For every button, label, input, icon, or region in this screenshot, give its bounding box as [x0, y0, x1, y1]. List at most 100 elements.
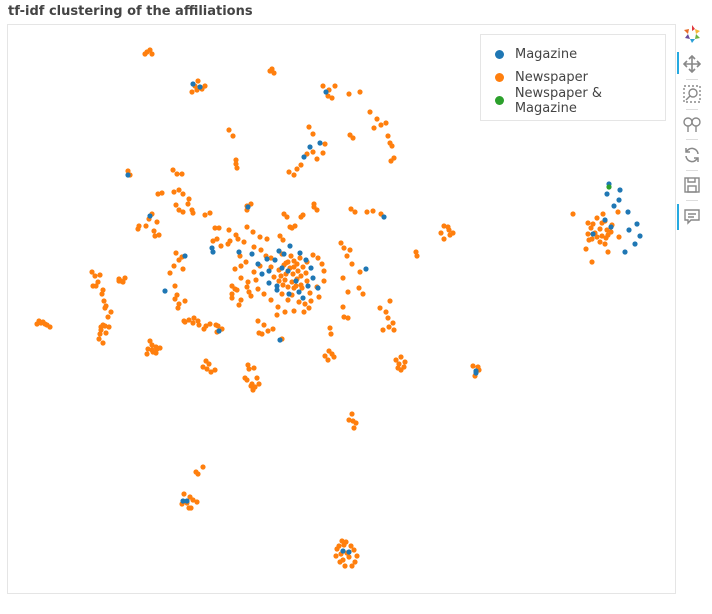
data-point[interactable] [590, 231, 596, 237]
data-point[interactable] [342, 563, 348, 569]
data-point[interactable] [145, 346, 151, 352]
data-point[interactable] [189, 89, 195, 95]
data-point[interactable] [314, 156, 320, 162]
data-point[interactable] [287, 243, 293, 249]
data-point[interactable] [276, 248, 282, 254]
data-point[interactable] [383, 309, 389, 315]
data-point[interactable] [182, 319, 188, 325]
bokeh-logo-icon[interactable] [681, 23, 703, 45]
data-point[interactable] [162, 288, 168, 294]
data-point[interactable] [346, 554, 352, 560]
data-point[interactable] [285, 268, 291, 274]
data-point[interactable] [300, 295, 306, 301]
data-point[interactable] [347, 247, 353, 253]
data-point[interactable] [102, 305, 108, 311]
data-point[interactable] [226, 127, 232, 133]
data-point[interactable] [92, 273, 98, 279]
data-point[interactable] [149, 342, 155, 348]
data-point[interactable] [626, 227, 632, 233]
data-point[interactable] [402, 359, 408, 365]
data-point[interactable] [354, 553, 360, 559]
data-point[interactable] [345, 289, 351, 295]
data-point[interactable] [151, 228, 157, 234]
data-point[interactable] [307, 290, 313, 296]
data-point[interactable] [186, 196, 192, 202]
data-point[interactable] [284, 214, 290, 220]
data-point[interactable] [611, 203, 617, 209]
data-point[interactable] [295, 268, 301, 274]
data-point[interactable] [194, 499, 200, 505]
data-point[interactable] [300, 264, 306, 270]
data-point[interactable] [267, 68, 273, 74]
data-point[interactable] [307, 144, 313, 150]
data-point[interactable] [125, 168, 131, 174]
data-point[interactable] [256, 381, 262, 387]
data-point[interactable] [258, 247, 264, 253]
reset-icon[interactable] [681, 144, 703, 166]
data-point[interactable] [248, 383, 254, 389]
data-point[interactable] [602, 217, 608, 223]
data-point[interactable] [238, 263, 244, 269]
data-point[interactable] [233, 157, 239, 163]
data-point[interactable] [251, 365, 257, 371]
data-point[interactable] [271, 70, 277, 76]
data-point[interactable] [594, 234, 600, 240]
data-point[interactable] [441, 223, 447, 229]
data-point[interactable] [100, 287, 106, 293]
data-point[interactable] [96, 336, 102, 342]
data-point[interactable] [345, 315, 351, 321]
data-point[interactable] [176, 187, 182, 193]
data-point[interactable] [90, 283, 96, 289]
data-point[interactable] [246, 289, 252, 295]
data-point[interactable] [339, 538, 345, 544]
data-point[interactable] [291, 308, 297, 314]
data-point[interactable] [414, 253, 420, 259]
data-point[interactable] [202, 83, 208, 89]
data-point[interactable] [282, 277, 288, 283]
data-point[interactable] [184, 498, 190, 504]
data-point[interactable] [327, 325, 333, 331]
data-point[interactable] [125, 172, 131, 178]
data-point[interactable] [229, 291, 235, 297]
data-point[interactable] [97, 272, 103, 278]
data-point[interactable] [233, 161, 239, 167]
data-point[interactable] [89, 269, 95, 275]
data-point[interactable] [438, 230, 444, 236]
data-point[interactable] [378, 122, 384, 128]
data-point[interactable] [185, 201, 191, 207]
data-point[interactable] [193, 469, 199, 475]
data-point[interactable] [214, 236, 220, 242]
data-point[interactable] [234, 165, 240, 171]
data-point[interactable] [286, 291, 292, 297]
data-point[interactable] [615, 209, 621, 215]
data-point[interactable] [268, 264, 274, 270]
data-point[interactable] [637, 233, 643, 239]
data-point[interactable] [176, 207, 182, 213]
data-point[interactable] [608, 229, 614, 235]
data-point[interactable] [301, 309, 307, 315]
data-point[interactable] [310, 131, 316, 137]
data-point[interactable] [179, 171, 185, 177]
data-point[interactable] [266, 268, 272, 274]
data-point[interactable] [357, 89, 363, 95]
data-point[interactable] [95, 279, 101, 285]
data-point[interactable] [632, 241, 638, 247]
data-point[interactable] [238, 275, 244, 281]
data-point[interactable] [229, 295, 235, 301]
data-point[interactable] [230, 133, 236, 139]
data-point[interactable] [297, 250, 303, 256]
data-point[interactable] [143, 223, 149, 229]
data-point[interactable] [585, 231, 591, 237]
data-point[interactable] [233, 232, 239, 238]
data-point[interactable] [317, 140, 323, 146]
data-point[interactable] [357, 269, 363, 275]
data-point[interactable] [244, 377, 250, 383]
data-point[interactable] [264, 236, 270, 242]
data-point[interactable] [298, 273, 304, 279]
data-point[interactable] [238, 297, 244, 303]
data-point[interactable] [102, 323, 108, 329]
data-point[interactable] [235, 236, 241, 242]
data-point[interactable] [155, 191, 161, 197]
data-point[interactable] [274, 312, 280, 318]
data-point[interactable] [346, 549, 352, 555]
